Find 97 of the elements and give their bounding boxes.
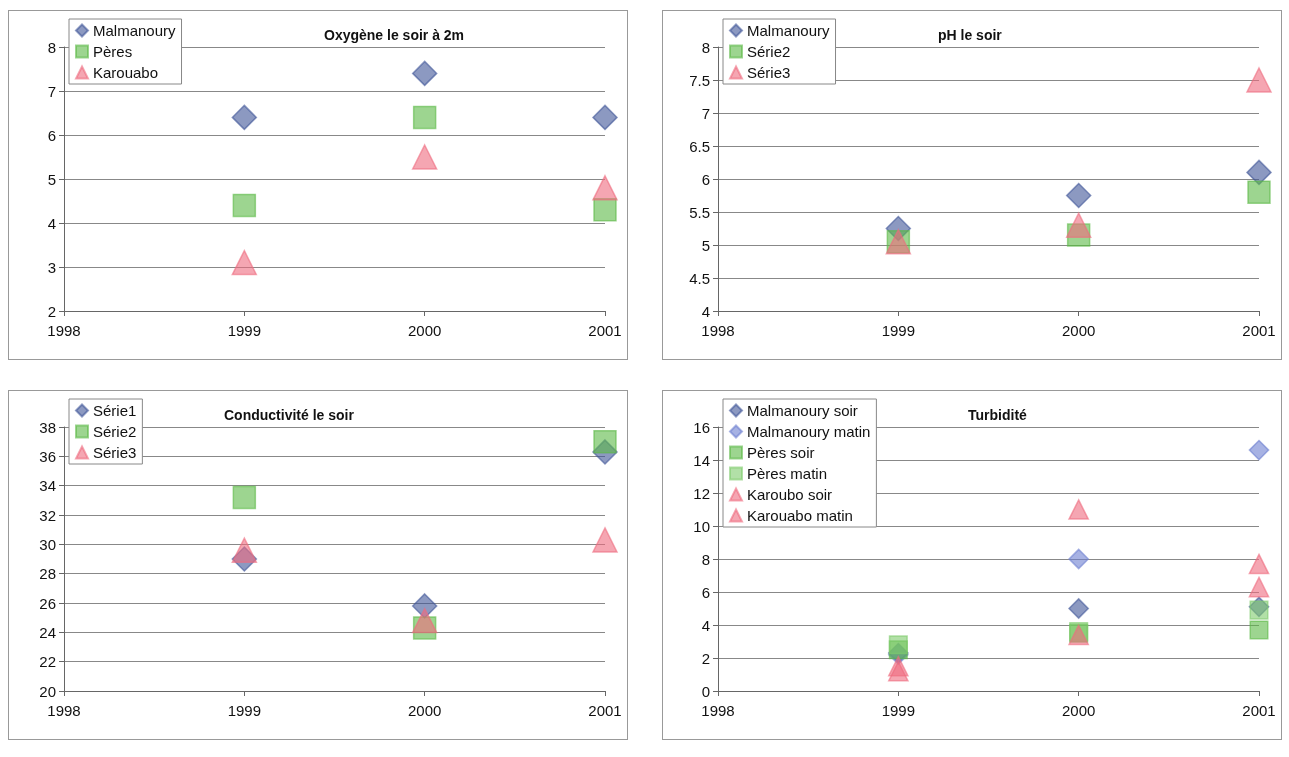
y-tick-label: 8 — [47, 38, 56, 56]
chart-title: Oxygène le soir à 2m — [324, 27, 465, 43]
chart-title: Turbidité — [968, 407, 1028, 423]
y-tick-label: 7.5 — [689, 71, 710, 89]
y-tick-label: 8 — [701, 38, 710, 56]
y-tick-label: 24 — [39, 623, 56, 641]
x-tick-label: 2001 — [588, 322, 622, 339]
x-tick-label: 2000 — [1061, 702, 1096, 719]
x-tick-label: 1999 — [227, 702, 262, 719]
point — [1065, 212, 1092, 238]
point — [231, 537, 258, 563]
legend-label: Série3 — [93, 444, 137, 461]
point — [1249, 620, 1269, 640]
y-tick-label: 6 — [701, 583, 710, 601]
point — [592, 104, 618, 131]
legend-label: Malmanoury matin — [747, 423, 871, 440]
y-tick-label: 30 — [39, 535, 56, 553]
point — [412, 105, 437, 130]
y-tick-label: 10 — [693, 517, 710, 535]
x-tick-label: 1999 — [881, 702, 916, 719]
legend-label: Série1 — [93, 402, 137, 419]
point — [888, 635, 908, 655]
y-tick-label: 36 — [39, 447, 56, 465]
point — [1248, 439, 1270, 461]
y-tick-label: 7 — [47, 82, 56, 100]
point — [231, 104, 258, 131]
x-tick-label: 2000 — [407, 322, 442, 339]
x-tick-label: 2000 — [407, 702, 442, 719]
x-tick-label: 2001 — [588, 702, 622, 719]
y-tick-label: 34 — [39, 477, 56, 495]
legend-label: Karouabo matin — [747, 507, 853, 524]
point — [231, 249, 258, 276]
legend-label: Pères matin — [747, 465, 828, 482]
y-tick-label: 32 — [39, 506, 56, 524]
y-tick-label: 7 — [701, 104, 710, 122]
point — [232, 485, 257, 510]
y-tick-label: 4 — [701, 616, 710, 634]
y-tick-label: 5 — [701, 236, 710, 254]
y-tick-label: 14 — [693, 451, 710, 469]
point — [887, 660, 909, 682]
y-tick-label: 4.5 — [689, 269, 710, 287]
point — [592, 527, 618, 553]
point — [1248, 576, 1270, 598]
legend-label: Karouabo — [93, 64, 159, 81]
legend-label: Malmanoury — [747, 22, 831, 39]
y-tick-label: 6 — [701, 170, 710, 188]
point — [1068, 548, 1090, 570]
y-tick-label: 5 — [47, 170, 56, 188]
point — [1247, 180, 1271, 204]
x-tick-label: 2001 — [1242, 322, 1276, 339]
x-tick-label: 1998 — [47, 322, 81, 339]
y-tick-label: 20 — [39, 682, 56, 700]
chart-title: pH le soir — [938, 27, 1003, 43]
legend-label: Karoubo soir — [747, 486, 833, 503]
x-tick-label: 1999 — [227, 322, 262, 339]
point — [411, 60, 438, 87]
x-tick-label: 2000 — [1061, 322, 1096, 339]
legend-label: Série2 — [747, 43, 791, 60]
point — [1248, 553, 1270, 575]
y-tick-label: 5.5 — [689, 203, 710, 221]
point — [232, 193, 257, 218]
legend-label: Malmanoury — [93, 22, 177, 39]
legend-label: Série3 — [747, 64, 791, 81]
point — [411, 144, 438, 170]
y-tick-label: 4 — [701, 302, 710, 320]
legend-label: Malmanoury soir — [747, 402, 858, 419]
x-tick-label: 1999 — [881, 322, 916, 339]
y-tick-label: 28 — [39, 565, 56, 583]
y-tick-label: 2 — [47, 302, 56, 320]
y-tick-label: 26 — [39, 594, 56, 612]
y-tick-label: 6 — [47, 126, 56, 144]
legend-label: Série2 — [93, 423, 137, 440]
point — [1246, 67, 1272, 93]
point — [411, 607, 438, 634]
x-tick-label: 1998 — [47, 702, 81, 719]
point — [593, 198, 617, 222]
point — [1068, 499, 1090, 520]
y-tick-label: 2 — [701, 649, 710, 667]
legend-label: Pères soir — [747, 444, 815, 461]
y-tick-label: 12 — [693, 484, 710, 502]
y-tick-label: 4 — [47, 214, 56, 232]
point — [592, 175, 618, 201]
y-tick-label: 6.5 — [689, 137, 710, 155]
y-tick-label: 3 — [47, 258, 56, 276]
point — [593, 429, 617, 454]
y-tick-label: 38 — [39, 418, 56, 436]
y-tick-label: 16 — [693, 418, 710, 436]
x-tick-label: 1998 — [701, 702, 735, 719]
x-tick-label: 1998 — [701, 322, 735, 339]
legend-label: Pères — [93, 43, 133, 60]
point — [1065, 182, 1092, 209]
y-tick-label: 0 — [701, 682, 710, 700]
point — [1068, 598, 1090, 619]
chart-title: Conductivité le soir — [224, 407, 355, 423]
y-tick-label: 8 — [701, 550, 710, 568]
y-tick-label: 22 — [39, 653, 56, 671]
x-tick-label: 2001 — [1242, 702, 1276, 719]
